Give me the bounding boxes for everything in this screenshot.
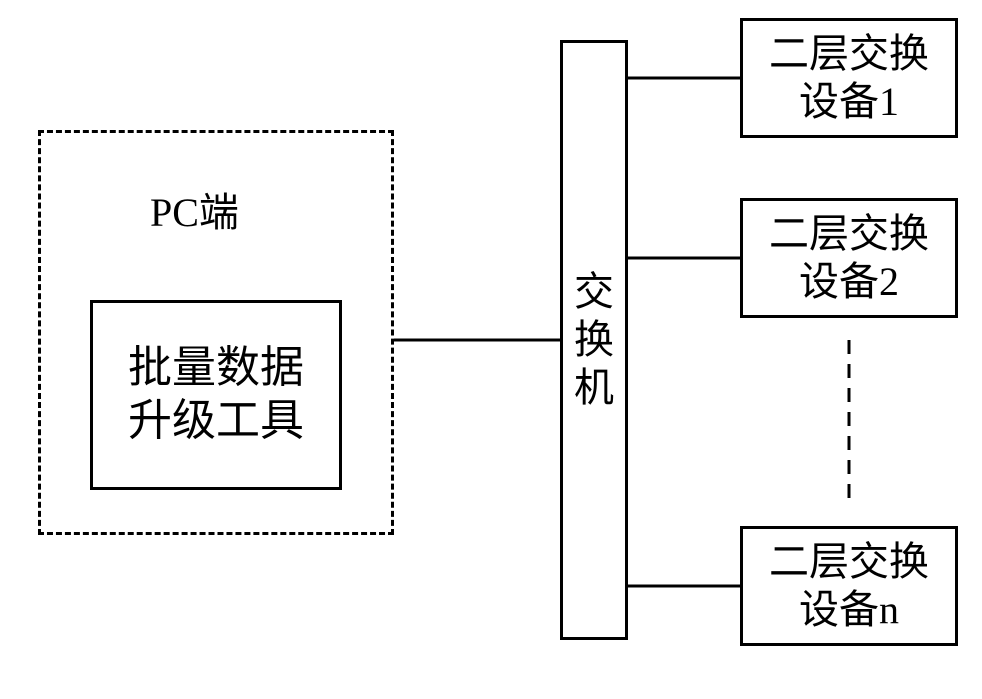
- diagram-canvas: PC端 批量数据升级工具 交换机 二层交换设备1 二层交换设备2 二层交换设备n: [0, 0, 982, 699]
- switch-box: 交换机: [560, 40, 628, 640]
- layer2-device-n-box: 二层交换设备n: [740, 526, 958, 646]
- layer2-device-2-box: 二层交换设备2: [740, 198, 958, 318]
- layer2-device-1-box: 二层交换设备1: [740, 18, 958, 138]
- pc-title-label: PC端: [150, 180, 239, 238]
- layer2-device-2-label: 二层交换设备2: [769, 210, 929, 306]
- batch-upgrade-tool-box: 批量数据升级工具: [90, 300, 342, 490]
- switch-label: 交换机: [574, 268, 614, 412]
- layer2-device-1-label: 二层交换设备1: [769, 30, 929, 126]
- batch-upgrade-tool-label: 批量数据升级工具: [128, 342, 304, 448]
- layer2-device-n-label: 二层交换设备n: [769, 538, 929, 634]
